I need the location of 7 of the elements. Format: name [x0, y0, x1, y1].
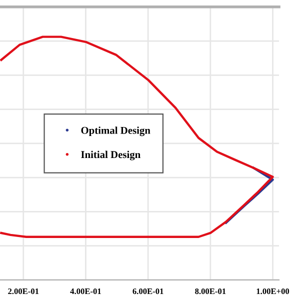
- x-tick-label: 8.00E-01: [195, 288, 226, 294]
- x-tick-label: 6.00E-01: [132, 288, 164, 294]
- x-tick-label: 4.00E-01: [70, 288, 101, 294]
- legend-label: Initial Design: [81, 150, 140, 160]
- legend-label: Optimal Design: [81, 126, 150, 136]
- x-tick-label: 1.00E+00: [256, 288, 290, 294]
- x-tick-label: 2.00E-01: [8, 288, 39, 294]
